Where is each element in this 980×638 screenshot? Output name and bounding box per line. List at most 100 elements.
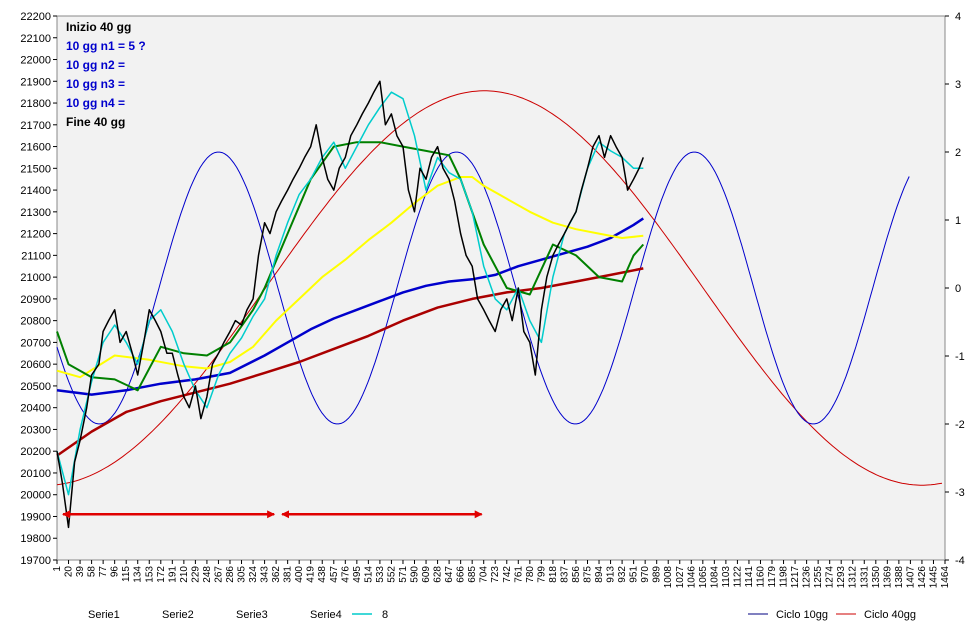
x-tick-label: 400 bbox=[294, 566, 305, 583]
annotation-text: 10 gg n4 = bbox=[66, 96, 125, 110]
y-left-tick-label: 20200 bbox=[20, 446, 51, 458]
x-tick-label: 438 bbox=[317, 566, 328, 583]
x-tick-label: 837 bbox=[559, 566, 570, 583]
x-tick-label: 666 bbox=[456, 566, 467, 583]
x-tick-label: 1464 bbox=[940, 566, 951, 589]
x-tick-label: 457 bbox=[329, 566, 340, 583]
x-tick-label: 267 bbox=[213, 566, 224, 583]
x-tick-label: 1160 bbox=[755, 566, 766, 588]
y-left-tick-label: 21300 bbox=[20, 207, 51, 219]
y-left-tick-label: 20300 bbox=[20, 424, 51, 436]
legend-label: Serie2 bbox=[162, 609, 194, 621]
annotation-text: Fine 40 gg bbox=[66, 115, 125, 129]
y-left-tick-label: 19700 bbox=[20, 555, 51, 567]
x-tick-label: 1274 bbox=[825, 566, 836, 589]
x-tick-label: 1445 bbox=[928, 566, 939, 589]
x-tick-label: 229 bbox=[190, 566, 201, 583]
x-tick-label: 305 bbox=[237, 566, 248, 583]
x-tick-label: 153 bbox=[144, 566, 155, 583]
legend-label: Ciclo 10gg bbox=[776, 609, 828, 621]
x-tick-label: 552 bbox=[386, 566, 397, 583]
legend-label: Ciclo 40gg bbox=[864, 609, 916, 621]
x-tick-label: 1065 bbox=[698, 566, 709, 589]
x-tick-label: 1008 bbox=[663, 566, 674, 589]
y-right-tick-label: 2 bbox=[955, 147, 961, 159]
y-left-tick-label: 20000 bbox=[20, 490, 51, 502]
x-tick-label: 1084 bbox=[709, 566, 720, 589]
x-tick-label: 1407 bbox=[905, 566, 916, 589]
series-serie4 bbox=[56, 267, 644, 457]
y-right-tick-label: -2 bbox=[955, 419, 965, 431]
y-left-tick-label: 20700 bbox=[20, 337, 51, 349]
y-left-tick-label: 20100 bbox=[20, 468, 51, 480]
annotation-text: 10 gg n1 = 5 ? bbox=[66, 39, 146, 53]
x-tick-label: 1046 bbox=[686, 566, 697, 589]
x-tick-label: 780 bbox=[525, 566, 536, 583]
x-tick-label: 191 bbox=[167, 566, 178, 583]
x-tick-label: 58 bbox=[87, 566, 98, 578]
x-tick-label: 818 bbox=[548, 566, 559, 583]
y-left-tick-label: 21400 bbox=[20, 185, 51, 197]
x-tick-label: 1198 bbox=[779, 566, 790, 588]
x-tick-label: 324 bbox=[248, 566, 259, 583]
x-tick-label: 742 bbox=[502, 566, 513, 583]
x-tick-label: 39 bbox=[75, 566, 86, 578]
x-tick-label: 495 bbox=[352, 566, 363, 583]
y-left-tick-label: 21800 bbox=[20, 98, 51, 110]
y-left-tick-label: 21500 bbox=[20, 163, 51, 175]
series-serie2 bbox=[56, 176, 644, 379]
y-left-tick-label: 22200 bbox=[20, 11, 51, 23]
x-tick-label: 362 bbox=[271, 566, 282, 583]
y-left-tick-label: 22100 bbox=[20, 33, 51, 45]
series-price bbox=[56, 80, 644, 529]
x-tick-label: 343 bbox=[260, 566, 271, 583]
x-tick-label: 1 bbox=[52, 566, 63, 572]
legend-label: Serie3 bbox=[236, 609, 268, 621]
x-tick-label: 1122 bbox=[732, 566, 743, 588]
y-left-tick-label: 19800 bbox=[20, 533, 51, 545]
y-left-tick-label: 20900 bbox=[20, 294, 51, 306]
annotation-text: 10 gg n2 = bbox=[66, 58, 125, 72]
y-right-tick-label: 3 bbox=[955, 79, 961, 91]
x-tick-label: 1369 bbox=[882, 566, 893, 589]
y-left-tick-label: 21700 bbox=[20, 120, 51, 132]
y-left-tick-label: 19900 bbox=[20, 511, 51, 523]
x-tick-label: 476 bbox=[340, 566, 351, 583]
x-tick-label: 1388 bbox=[894, 566, 905, 589]
y-left-tick-label: 21900 bbox=[20, 76, 51, 88]
x-tick-label: 286 bbox=[225, 566, 236, 583]
x-tick-label: 1312 bbox=[848, 566, 859, 589]
y-left-tick-label: 20500 bbox=[20, 381, 51, 393]
x-tick-label: 723 bbox=[490, 566, 501, 583]
x-tick-label: 628 bbox=[433, 566, 444, 583]
y-right-tick-label: -4 bbox=[955, 555, 965, 567]
x-tick-label: 590 bbox=[410, 566, 421, 583]
x-tick-label: 989 bbox=[652, 566, 663, 583]
x-tick-label: 1426 bbox=[917, 566, 928, 589]
annotation-text: Inizio 40 gg bbox=[66, 20, 131, 34]
x-tick-label: 571 bbox=[398, 566, 409, 583]
legend-label: 8 bbox=[382, 609, 388, 621]
y-left-tick-label: 21600 bbox=[20, 142, 51, 154]
x-tick-label: 115 bbox=[121, 566, 132, 582]
x-tick-label: 1236 bbox=[802, 566, 813, 589]
x-tick-label: 210 bbox=[179, 566, 190, 583]
y-left-tick-label: 21100 bbox=[21, 250, 51, 262]
y-left-tick-label: 21200 bbox=[20, 229, 51, 241]
x-tick-label: 1027 bbox=[675, 566, 686, 589]
x-tick-label: 875 bbox=[582, 566, 593, 583]
y-left-tick-label: 20400 bbox=[20, 403, 51, 415]
x-tick-label: 647 bbox=[444, 566, 455, 583]
x-tick-label: 20 bbox=[64, 566, 75, 578]
x-tick-label: 1141 bbox=[744, 566, 755, 588]
x-tick-label: 799 bbox=[536, 566, 547, 583]
legend-label: Serie1 bbox=[88, 609, 120, 621]
x-tick-label: 77 bbox=[98, 566, 109, 578]
x-tick-label: 951 bbox=[629, 566, 640, 583]
x-tick-label: 96 bbox=[110, 566, 121, 578]
x-tick-label: 856 bbox=[571, 566, 582, 583]
y-left-tick-label: 21000 bbox=[20, 272, 51, 284]
x-tick-label: 932 bbox=[617, 566, 628, 583]
